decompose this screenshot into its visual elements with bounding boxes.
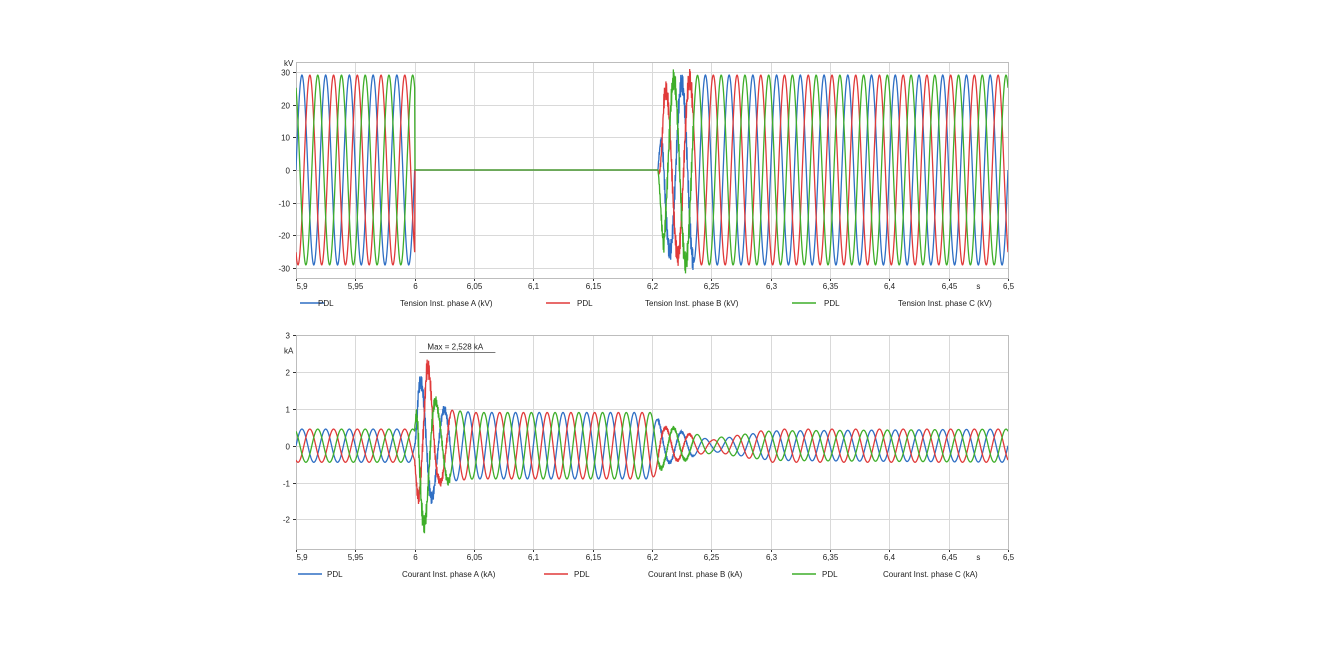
x-tick-label: 6,15 [586,282,602,291]
legend-source: PDL [327,570,343,579]
legend-series-name: Courant Inst. phase B (kA) [648,570,743,579]
y-tick-label: 10 [281,134,290,143]
legend-source: PDL [824,299,840,308]
chart-1: 5,9 5,95 6 6,05 6,1 6,15 6,2 6,25 6,3 6,35 6,4 6,45… [278,59,1014,308]
x-axis-unit: s [976,553,980,562]
y-tick-label: 1 [286,406,291,415]
x-tick-label: 6 [413,553,418,562]
chart-2: 5,9 5,95 6 6,05 6,1 6,15 6,2 6,25 6,3 6,35 6,4 6,45… [283,332,1015,580]
series-line-3 [296,69,1008,274]
legend-source: PDL [577,299,593,308]
y-tick-label: -10 [278,200,290,209]
legend[interactable]: PDL Courant Inst. phase A (kA) PDL Courant … [298,570,978,579]
legend-item-2[interactable]: PDL Courant Inst. phase B (kA) [544,570,743,579]
x-tick-label: 6,35 [823,282,839,291]
y-axis-unit: kV [284,59,294,68]
x-tick-label: 5,9 [297,553,309,562]
x-tick-label: 5,95 [348,282,364,291]
x-tick-label: 5,95 [348,553,364,562]
y-tick-label: 20 [281,102,290,111]
x-tick-label: 6,2 [647,553,659,562]
x-tick-label: 6,05 [467,282,483,291]
x-tick-label: 6,45 [942,553,958,562]
legend-item-3[interactable]: PDL Tension Inst. phase C (kV) [792,299,992,308]
x-tick-label: 6,15 [586,553,602,562]
x-tick-label: 6,1 [528,553,540,562]
max-annotation-label: Max = 2,528 kA [427,342,483,351]
legend-item-3[interactable]: PDL Courant Inst. phase C (kA) [792,570,978,579]
plot-frame [296,62,1009,279]
series-line-3 [296,396,1008,534]
x-tick-label: 6,05 [467,553,483,562]
x-tick-label: 6,3 [766,282,778,291]
legend-source: PDL [822,570,838,579]
max-annotation: Max = 2,528 kA [419,342,496,353]
legend[interactable]: PDL Tension Inst. phase A (kV) PDL Tension … [300,299,992,308]
legend-series-name: Courant Inst. phase A (kA) [402,570,496,579]
x-tick-label: 6,25 [704,553,720,562]
series-line-1 [296,376,1008,504]
x-axis-unit: s [976,282,980,291]
series-line-2 [296,359,1008,504]
legend-item-1[interactable]: PDL Courant Inst. phase A (kA) [298,570,496,579]
x-tick-label: 6,2 [647,282,659,291]
y-tick-label: 3 [286,332,291,341]
x-tick-label: 6 [413,282,418,291]
x-tick-label: 6,5 [1003,553,1015,562]
x-tick-label: 6,35 [823,553,839,562]
x-tick-label: 6,4 [884,282,896,291]
legend-series-name: Courant Inst. phase C (kA) [883,570,978,579]
legend-item-1[interactable]: PDL Tension Inst. phase A (kV) [300,299,493,308]
legend-series-name: Tension Inst. phase C (kV) [898,299,992,308]
y-tick-label: -2 [283,516,291,525]
legend-source: PDL [574,570,590,579]
x-tick-label: 6,1 [528,282,540,291]
x-tick-label: 6,45 [942,282,958,291]
x-tick-label: 6,3 [766,553,778,562]
x-tick-label: 6,5 [1003,282,1015,291]
x-tick-label: 5,9 [297,282,309,291]
legend-item-2[interactable]: PDL Tension Inst. phase B (kV) [546,299,739,308]
x-tick-label: 6,4 [884,553,896,562]
legend-source: PDL [318,299,334,308]
y-tick-label: -30 [278,265,290,274]
y-tick-label: -20 [278,232,290,241]
legend-series-name: Tension Inst. phase B (kV) [645,299,739,308]
y-axis-unit: kA [284,346,294,355]
y-tick-label: 30 [281,69,290,78]
y-tick-label: 2 [286,369,291,378]
x-tick-label: 6,25 [704,282,720,291]
y-tick-label: 0 [286,443,291,452]
y-tick-label: -1 [283,480,291,489]
legend-series-name: Tension Inst. phase A (kV) [400,299,493,308]
y-tick-label: 0 [286,167,291,176]
